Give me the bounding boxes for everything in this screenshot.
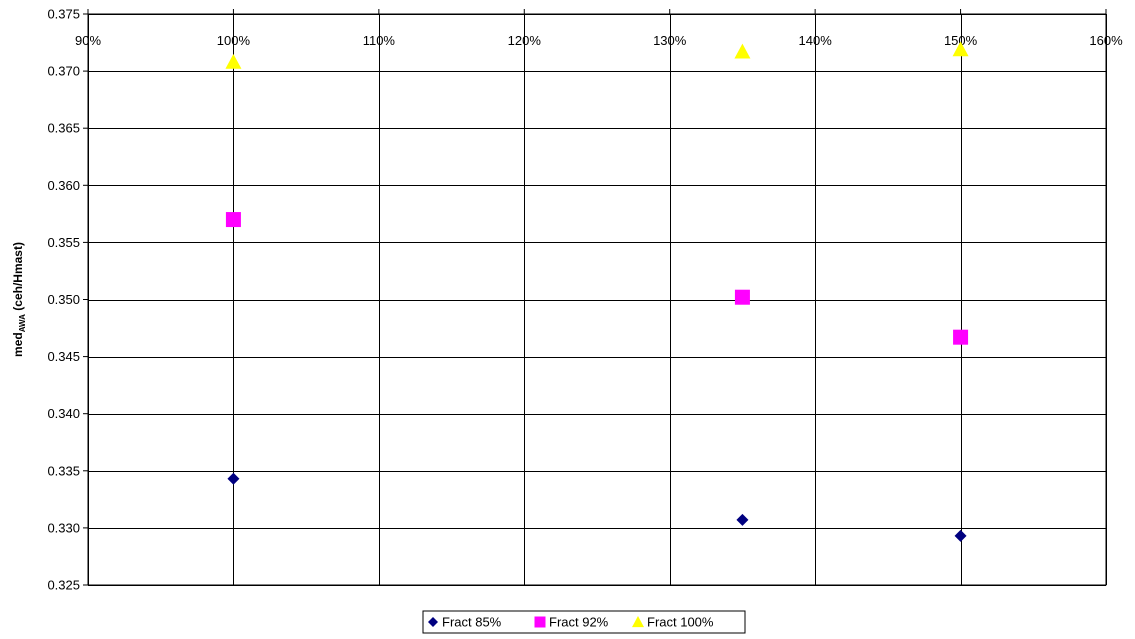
y-tick-label: 0.340	[47, 406, 80, 421]
data-point-triangle	[225, 53, 242, 69]
x-tick-label: 160%	[1089, 33, 1123, 48]
x-tick-label: 90%	[75, 33, 101, 48]
plot-area-frame	[87, 13, 1107, 586]
data-point-diamond	[954, 529, 967, 542]
x-tick-label: 150%	[944, 33, 978, 48]
y-axis-title-suffix: (ceh/Hmast)	[11, 242, 25, 314]
y-tick-label: 0.345	[47, 349, 80, 364]
y-axis-title-main: med	[11, 332, 25, 357]
x-tick-label: 120%	[508, 33, 542, 48]
y-tick-label: 0.370	[47, 64, 80, 79]
data-point-square	[225, 212, 241, 228]
y-tick-label: 0.375	[47, 7, 80, 22]
x-tick-label: 130%	[653, 33, 687, 48]
legend-label: Fract 100%	[647, 615, 714, 630]
data-point-square	[953, 329, 969, 345]
data-points	[225, 41, 969, 542]
data-point-diamond	[736, 513, 749, 526]
y-tick-label: 0.330	[47, 520, 80, 535]
y-axis-title: medAWA (ceh/Hmast)	[11, 242, 27, 357]
legend-label: Fract 85%	[442, 615, 502, 630]
data-point-diamond	[227, 472, 240, 485]
x-axis-ticks: 90% 100% 110% 120% 130% 140% 150% 160%	[75, 9, 1123, 48]
y-axis-ticks: 0.325 0.330 0.335 0.340 0.345 0.350 0.355 0.360…	[47, 7, 88, 593]
data-point-triangle	[952, 41, 969, 57]
y-tick-label: 0.335	[47, 463, 80, 478]
y-tick-label: 0.350	[47, 292, 80, 307]
data-point-triangle	[734, 43, 751, 59]
y-axis-title-subscript: AWA	[18, 314, 27, 332]
grid	[88, 14, 1107, 586]
y-tick-label: 0.325	[47, 578, 80, 593]
legend-marker-diamond	[428, 617, 438, 627]
legend-marker-square	[534, 616, 546, 628]
data-point-square	[734, 289, 750, 305]
x-tick-label: 140%	[799, 33, 833, 48]
legend-marker-triangle	[632, 616, 644, 628]
legend-label: Fract 92%	[549, 615, 609, 630]
y-tick-label: 0.365	[47, 121, 80, 136]
y-tick-label: 0.355	[47, 235, 80, 250]
legend-box	[422, 610, 746, 634]
legend: Fract 85% Fract 92% Fract 100%	[422, 610, 746, 634]
x-tick-label: 100%	[217, 33, 251, 48]
x-tick-label: 110%	[363, 33, 396, 48]
y-tick-label: 0.360	[47, 178, 80, 193]
